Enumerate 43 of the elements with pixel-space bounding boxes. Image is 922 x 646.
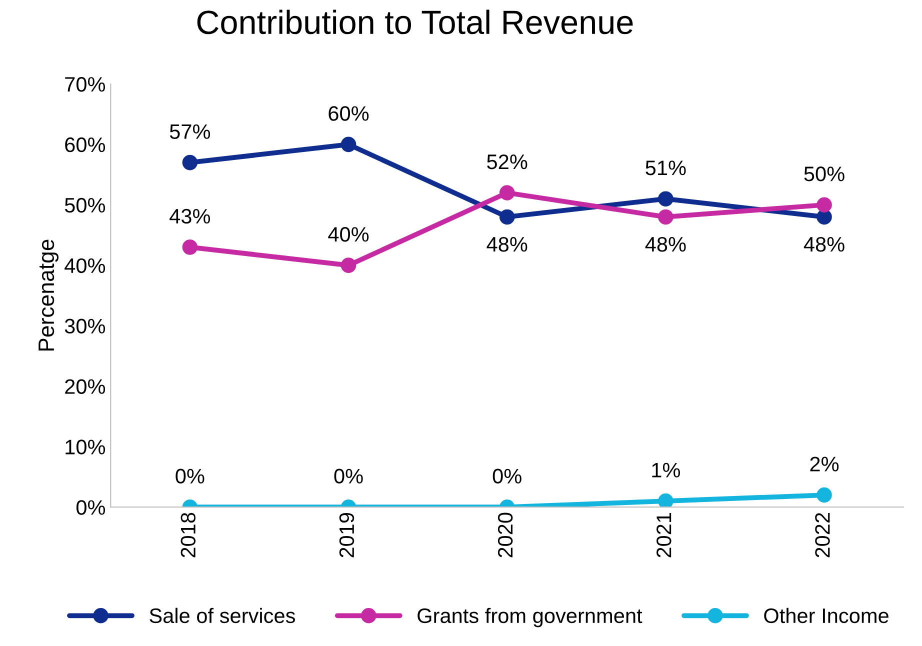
y-tick-label: 20% (65, 379, 106, 394)
legend-label: Grants from government (418, 608, 642, 628)
data-label: 48% (804, 236, 844, 252)
legend-label: Sale of services (150, 608, 295, 624)
y-tick-label: 10% (66, 440, 106, 454)
data-label: 51% (646, 160, 686, 176)
point (499, 209, 515, 225)
data-label: 0% (334, 468, 363, 484)
data-label: 0% (176, 468, 204, 484)
chart-title: Contribution to Total Revenue (197, 10, 633, 34)
y-tick-label: 0% (76, 500, 106, 515)
point (340, 136, 356, 152)
point (816, 209, 832, 225)
x-tick-label: 2021 (656, 512, 672, 558)
data-label: 43% (170, 208, 210, 224)
data-label: 1% (652, 462, 680, 478)
data-label: 60% (328, 106, 369, 121)
legend-label: Other Income (764, 608, 888, 624)
y-axis-title: Percenatge (38, 240, 59, 351)
data-label: 0% (492, 468, 522, 484)
y-tick-label: 50% (64, 198, 106, 213)
data-label: 40% (328, 227, 369, 242)
point (340, 258, 356, 273)
point (499, 185, 515, 200)
x-tick-label: 2020 (498, 512, 513, 558)
data-label: 48% (486, 236, 528, 252)
x-tick-label: 2019 (339, 512, 354, 558)
point (658, 191, 674, 206)
point (182, 154, 198, 170)
x-tick-label: 2018 (180, 512, 196, 558)
data-label: 57% (170, 124, 210, 139)
data-label: 48% (645, 236, 686, 252)
y-tick-label: 70% (65, 76, 106, 92)
point (658, 209, 674, 225)
data-label: 50% (804, 166, 844, 182)
y-tick-label: 30% (64, 318, 106, 334)
y-tick-label: 40% (64, 258, 106, 274)
point (816, 197, 832, 213)
point (182, 240, 198, 255)
data-label: 52% (487, 154, 528, 170)
x-tick-label: 2022 (815, 513, 830, 558)
data-label: 2% (810, 456, 839, 472)
y-tick-label: 60% (65, 137, 106, 152)
